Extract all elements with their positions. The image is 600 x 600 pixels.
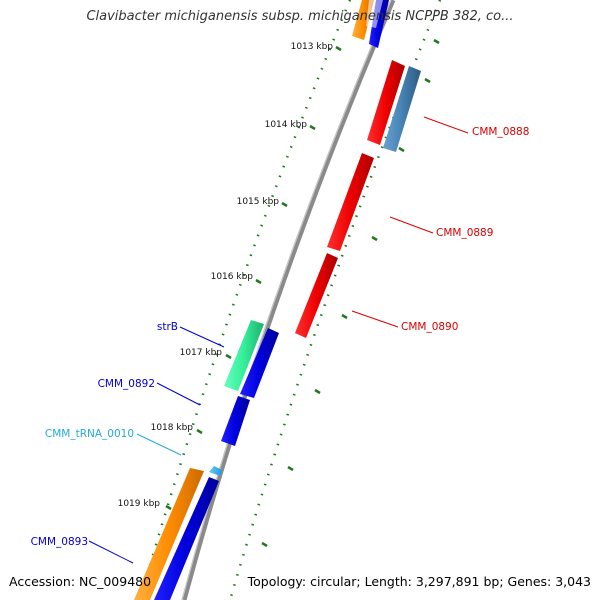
tick-label-1018: 1018 kbp: [151, 423, 194, 433]
tick-label-1016: 1016 kbp: [211, 272, 254, 282]
gene-arrow-cmm-0888[interactable]: [383, 66, 421, 152]
tick-label-1015: 1015 kbp: [237, 197, 280, 207]
map-title: Clavibacter michiganensis subsp. michiga…: [86, 9, 514, 24]
gene-arrow-strb[interactable]: [240, 328, 279, 398]
gene-label-cmm-trna-0010[interactable]: CMM_tRNA_0010: [45, 428, 134, 440]
outer-ruler-ticks: [261, 38, 440, 548]
accession-text: Accession: NC_009480: [9, 574, 152, 589]
gene-label-cmm-0893[interactable]: CMM_0893: [31, 536, 88, 548]
gene-label-cmm-0892[interactable]: CMM_0892: [98, 378, 155, 390]
tick-label-1014: 1014 kbp: [265, 120, 308, 130]
inner-ruler-ticks: [165, 45, 342, 511]
gene-arrow-cmm-0889[interactable]: [327, 153, 374, 251]
gene-arrow-cmm-0888-a[interactable]: [367, 60, 405, 145]
label-leaders-left: [88, 326, 225, 564]
gene-label-cmm-0888[interactable]: CMM_0888: [472, 126, 529, 138]
gene-label-cmm-0889[interactable]: CMM_0889: [436, 227, 493, 239]
gene-arrow-top-blue[interactable]: [369, 0, 389, 48]
gene-arrow-strb-rrna[interactable]: [224, 320, 264, 391]
gene-label-cmm-0890[interactable]: CMM_0890: [401, 321, 458, 333]
tick-label-1019: 1019 kbp: [118, 499, 161, 509]
gene-arrow-cmm-0890[interactable]: [295, 253, 338, 338]
genome-info-text: Topology: circular; Length: 3,297,891 bp…: [247, 574, 591, 589]
gene-arrow-cmm-0893[interactable]: [154, 477, 219, 600]
tick-label-1017: 1017 kbp: [180, 348, 223, 358]
label-leaders-right: [351, 116, 469, 328]
genome-backbone: [181, 0, 396, 600]
gene-arrow-cmm-trna-0010[interactable]: [209, 466, 222, 476]
gene-label-strb[interactable]: strB: [157, 321, 178, 333]
gene-arrow-top-faint: [366, 0, 383, 28]
tick-label-1013: 1013 kbp: [291, 42, 334, 52]
gene-arrow-cmm-0893-outer[interactable]: [134, 468, 204, 600]
gene-arrow-cmm-0892[interactable]: [221, 396, 250, 446]
genome-backbone-highlight: [181, 0, 392, 600]
